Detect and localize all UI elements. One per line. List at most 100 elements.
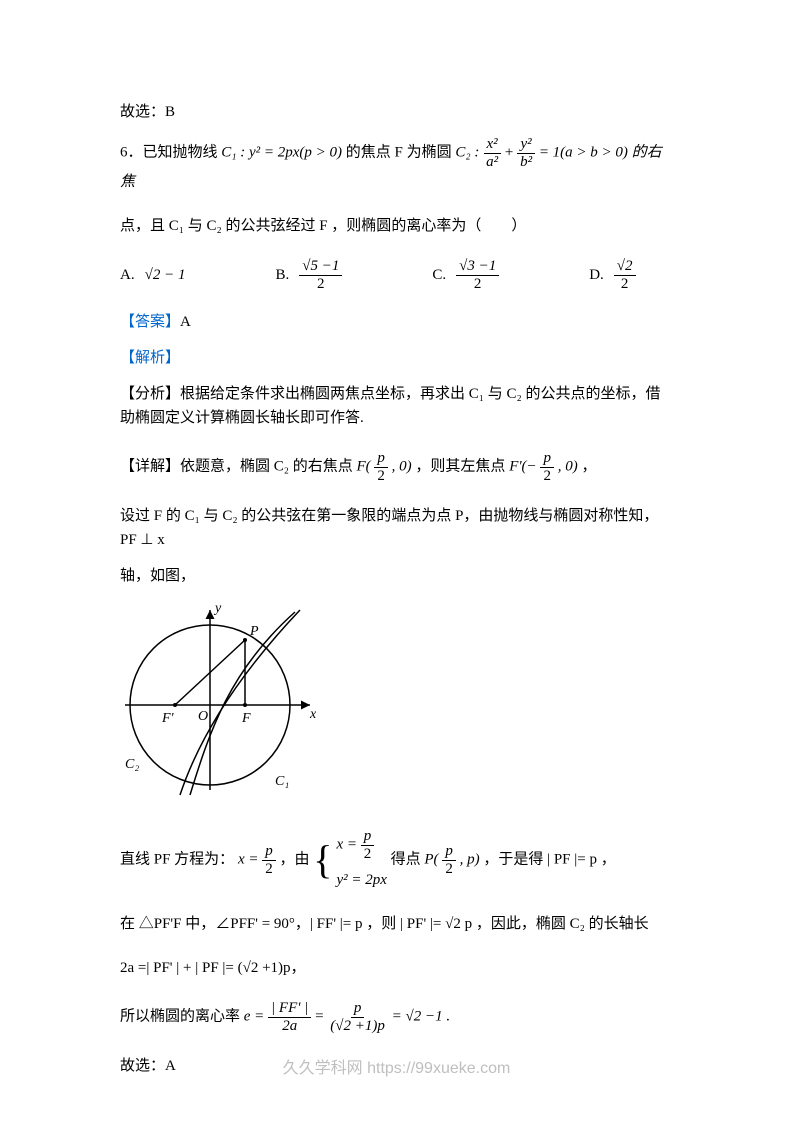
den: (√2 +1)p [327,1018,388,1035]
math: F( [357,458,371,474]
den: 2 [471,276,485,293]
opt-label: C. [432,263,446,287]
frac2: p (√2 +1)p [327,1000,388,1034]
den: 2 [618,276,632,293]
text: 的焦点 F 为椭圆 [346,144,456,160]
num: √2 [614,258,636,276]
math-c2-label: C₂ : [455,144,483,160]
line-2a: 2a =| PF' | + | PF |= (√2 +1)p， [120,956,673,980]
line-pf-equation: 直线 PF 方程为： x = p 2 ，由 { x = p 2 y² = 2px… [120,828,673,892]
ellipse-parabola-diagram: y x P F F' O C₁ C₂ [120,600,673,808]
num: p [374,450,388,468]
xiangjie-line1: 【详解】依题意，椭圆 C₂ 的右焦点 F( p 2 , 0) ，则其左焦点 F'… [120,450,673,484]
den: 2 [361,846,375,863]
num: p [442,843,456,861]
opt-frac: √2 2 [614,258,636,292]
den: 2 [442,861,456,878]
math-c1: C₁ : y² = 2px(p > 0) [221,144,342,160]
answer-text: 【答案】 [120,314,180,330]
text: ，于是得 | PF |= p ， [483,851,615,867]
den: 2 [374,468,388,485]
brace-line-1: x = p 2 [336,828,386,862]
brace-line-2: y² = 2px [336,868,386,892]
xiangjie-line3: 轴，如图， [120,564,673,588]
num: x² [484,136,501,154]
math: e = [244,1008,268,1024]
answer-label: 【答案】A [120,310,673,334]
text: 得点 [391,851,425,867]
math: x = [238,851,262,867]
den: 2 [314,276,328,293]
option-d: D. √2 2 [589,258,635,292]
options-row: A. √2 − 1 B. √5 −1 2 C. √3 −1 2 D. √2 2 [120,258,673,292]
frac: p 2 [442,843,456,877]
frac: p 2 [374,450,388,484]
num: y² [517,136,534,154]
question-6-stem-line1: 6．已知抛物线 C₁ : y² = 2px(p > 0) 的焦点 F 为椭圆 C… [120,136,673,194]
plus: + [505,144,517,160]
question-6-stem-line2: 点，且 C₁ 与 C₂ 的公共弦经过 F ，则椭圆的离心率为（ ） [120,214,673,238]
label-y: y [213,601,222,616]
math: F'(− [509,458,537,474]
answer-value: A [180,314,191,330]
num: √3 −1 [456,258,499,276]
eccentricity-line: 所以椭圆的离心率 e = | FF' | 2a = p (√2 +1)p = √… [120,1000,673,1034]
frac-x: x² a² [483,136,501,170]
num: p [351,1000,365,1018]
lhs: x = [336,836,360,852]
den: 2 [540,468,554,485]
num: p [361,828,375,846]
den: a² [483,154,501,171]
fenxi: 【分析】根据给定条件求出椭圆两焦点坐标，再求出 C₁ 与 C₂ 的公共点的坐标，… [120,382,673,430]
num: p [262,843,276,861]
watermark: 久久学科网 https://99xueke.com [0,1056,793,1082]
text: 6．已知抛物线 [120,144,221,160]
brace-lines: x = p 2 y² = 2px [336,828,386,892]
frac: p 2 [361,828,375,862]
den: b² [517,154,535,171]
num: √5 −1 [299,258,342,276]
label-F: F [241,711,251,726]
den: 2a [279,1018,300,1035]
opt-label: A. [120,263,135,287]
prev-answer: 故选：B [120,100,673,124]
opt-label: B. [275,263,289,287]
eq: = [315,1008,327,1024]
option-b: B. √5 −1 2 [275,258,342,292]
den: 2 [262,861,276,878]
text: ，由 [279,851,313,867]
frac: p 2 [540,450,554,484]
opt-label: D. [589,263,604,287]
label-P: P [249,624,259,639]
text: 【详解】依题意，椭圆 C₂ 的右焦点 [120,458,357,474]
opt-frac: √3 −1 2 [456,258,499,292]
label-O: O [198,709,208,724]
text: 所以椭圆的离心率 [120,1008,244,1024]
math: , 0) [558,458,578,474]
label-x: x [309,707,317,722]
frac1: | FF' | 2a [268,1000,311,1034]
num: p [540,450,554,468]
option-c: C. √3 −1 2 [432,258,499,292]
frac: p 2 [262,843,276,877]
result: = √2 −1 . [392,1008,450,1024]
label-Fp: F' [161,711,175,726]
math: , p) [460,851,480,867]
math: P( [424,851,438,867]
opt-frac: √5 −1 2 [299,258,342,292]
brace-system: { x = p 2 y² = 2px [313,828,387,892]
brace-icon: { [313,840,332,880]
num: | FF' | [268,1000,311,1018]
text: ， [581,458,596,474]
option-a: A. √2 − 1 [120,258,185,292]
jiexi-label: 【解析】 [120,346,673,370]
label-C1: C₁ [275,774,289,789]
triangle-line: 在 △PF'F 中，∠PFF' = 90°，| FF' |= p ，则 | PF… [120,912,673,936]
text: ，则其左焦点 [415,458,509,474]
text: 直线 PF 方程为： [120,851,234,867]
math: , 0) [392,458,412,474]
opt-value: √2 − 1 [145,263,186,287]
frac-y: y² b² [517,136,535,170]
xiangjie-line2: 设过 F 的 C₁ 与 C₂ 的公共弦在第一象限的端点为点 P，由抛物线与椭圆对… [120,504,673,552]
label-C2: C₂ [125,757,139,772]
